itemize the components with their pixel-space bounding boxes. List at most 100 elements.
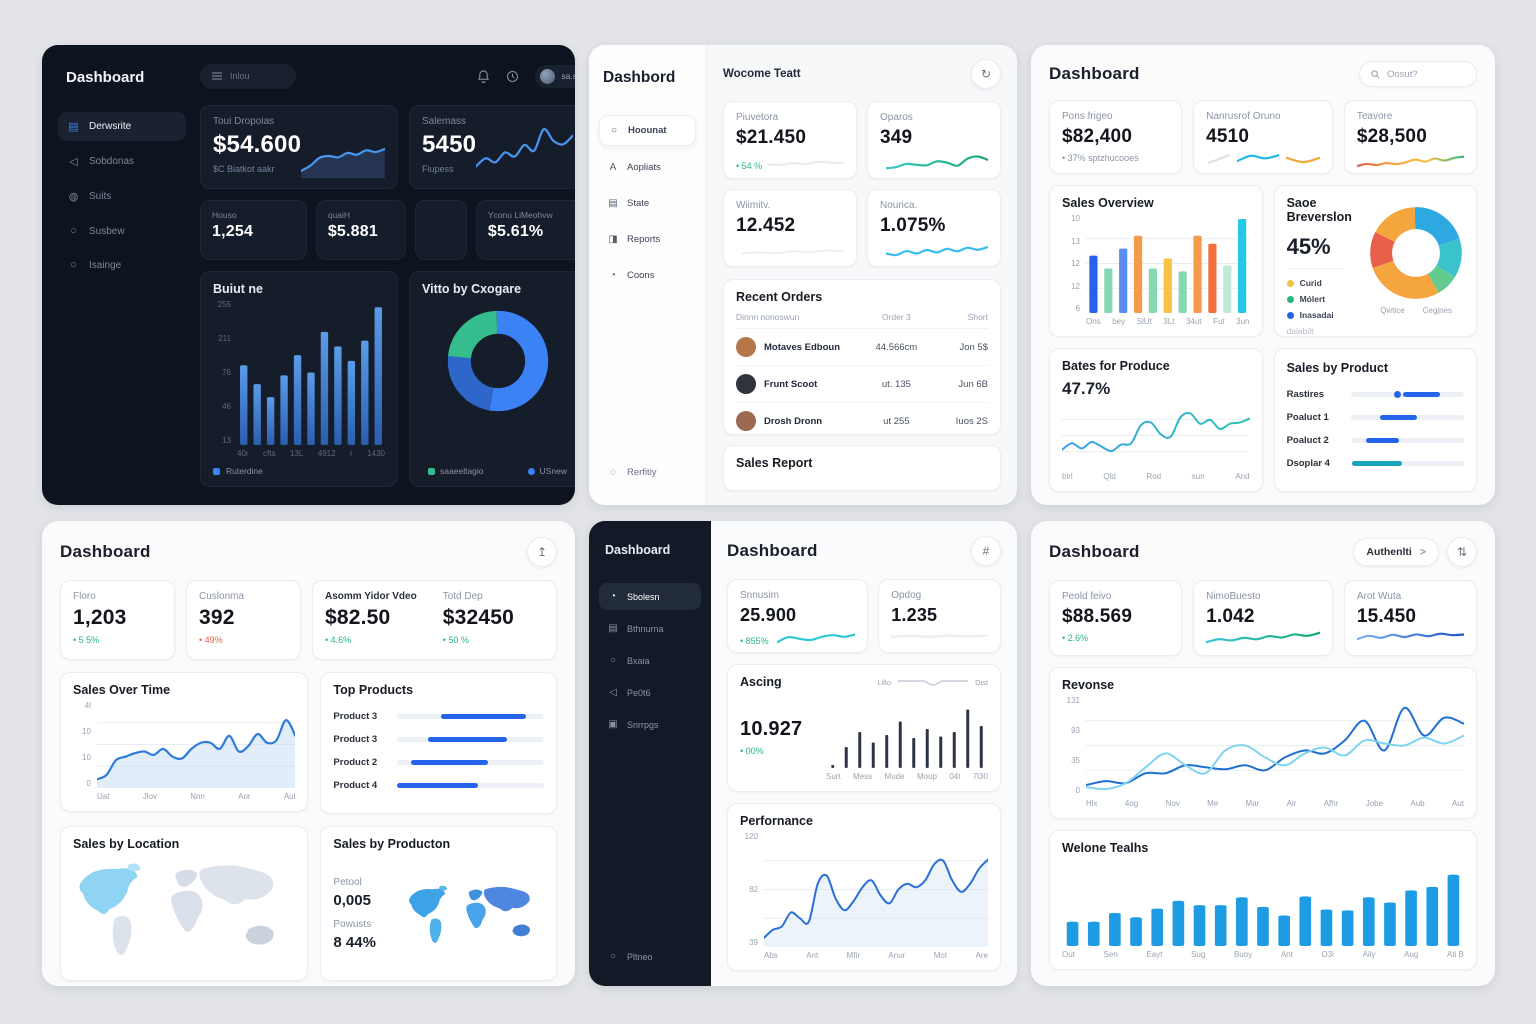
sales-by-producton-card: Sales by Producton Petool 0,005 Powusts … (320, 826, 557, 982)
stat-card: Nourica. 1.075% (867, 189, 1001, 267)
recent-orders-card: Recent Orders Dinnn nonoswun Order 3 Sho… (723, 279, 1001, 435)
sidebar-item[interactable]: ◔ Sbolesn (599, 583, 701, 610)
stat-card: Pons frigeo $82,400 • 37% sptzhucooes (1049, 100, 1183, 174)
sales-over-time-card: Sales Over Time 4l 10 10 0 Uat Jlov Nnn Aor Aul (60, 672, 309, 812)
table-row[interactable]: Motaves Edboun 44.566cm Jon 5$ (736, 328, 988, 365)
bell-icon[interactable] (477, 69, 490, 83)
sidebar-item-label: Isainge (89, 259, 122, 271)
sidebar-item-label: Susbew (89, 225, 125, 237)
info-icon: ◌ (610, 467, 616, 478)
percent-value: 45% (1286, 234, 1344, 269)
sidebar-item-label: Suits (89, 191, 112, 202)
circle-icon: ○ (609, 655, 617, 666)
sparkline-chart (777, 626, 856, 646)
sidebar-nav: ▤ Derwsrite ◁ Sobdonas ◍ Suits ○ Susbew … (58, 112, 186, 279)
delta-badge: • 855% (740, 636, 769, 646)
hbar-chart: Product 3 Product 3 Product 2 Product 4 (333, 711, 544, 791)
sales-by-location-card: Sales by Location (60, 826, 309, 982)
stat-card-blank (415, 200, 467, 260)
sidebar: Dashboard ◔ Sbolesn ▤ Bthnurna ○ Bxaia ◁… (589, 521, 711, 986)
line-chart: blrl Qld Rod sun And (1062, 403, 1250, 481)
panel-maps-dashboard: Dashboard ↥ Floro 1,203 • 5 5% Cuslonma … (42, 521, 575, 986)
delta-badge: • 4.6% (325, 635, 352, 645)
world-map (405, 865, 544, 970)
sidebar-item[interactable]: ◨ Reports (608, 234, 661, 245)
legend-swatch (1286, 295, 1294, 303)
search-icon (1371, 69, 1380, 78)
main-content: Dashboard # Snnusim 25.900 • 855% Opdog … (711, 521, 1017, 986)
sidebar: Dashboard ▤ Derwsrite ◁ Sobdonas ◍ Suits… (58, 61, 186, 487)
letter-icon: A (609, 162, 617, 173)
stat-card: Oparos 349 (867, 101, 1001, 179)
sidebar-item[interactable]: ◔ Coons (599, 261, 696, 290)
stat-card: Cuslonma 392 • 49% (186, 580, 301, 660)
sparkline-chart (1206, 628, 1320, 645)
user-chip[interactable]: sa.s (535, 64, 575, 88)
range-slider[interactable]: Lilto Dist (877, 677, 988, 687)
hamburger-icon (212, 72, 222, 80)
sidebar-item[interactable]: ○ Isainge (58, 251, 186, 279)
search-input[interactable]: Oosut? (1359, 61, 1477, 87)
box-icon: ▣ (608, 719, 618, 730)
stat-card: NimoBuesto 1.042 (1193, 580, 1333, 656)
sidebar-item[interactable]: ○ Bxaia (599, 647, 701, 674)
sales-overview-card: Sales Overview 10 13 12 12 6 Ons bey SlUt 3Lt 34u… (1049, 185, 1263, 337)
sidebar-item[interactable]: ▤ Derwsrite (58, 112, 186, 141)
sidebar-item[interactable]: ○ Susbew (58, 217, 186, 245)
table-header: Dinnn nonoswun Order 3 Short (736, 312, 988, 322)
bar-chart: Surt Mess Mude Moup 04t 7l30 (826, 693, 988, 781)
sparkline-chart (1208, 152, 1230, 166)
stat-card-double: Asomm Yidor Vdeo $82.50 • 4.6% Totd Dep … (312, 580, 557, 660)
sort-button[interactable]: ⇅ (1447, 537, 1477, 567)
chart-legend: Curid Mólert Inasadai daiabilt (1286, 278, 1334, 336)
table-row[interactable]: Drosh Dronn ut 255 Iuos 2S (736, 402, 988, 439)
chart-legend: Ruterdine (213, 466, 385, 476)
table-row[interactable]: Frunt Scoot ut. 135 Jun 6B (736, 365, 988, 402)
clock-icon[interactable] (506, 70, 519, 83)
delta-badge: • 00% (740, 746, 764, 756)
sidebar-item[interactable]: A Aopliats (599, 153, 696, 182)
export-button[interactable]: ↥ (527, 537, 557, 567)
sidebar-item[interactable]: ▤ State (608, 198, 650, 209)
sidebar-item-bottom[interactable]: ◌ Rerfitiy (599, 458, 696, 487)
legend-swatch (1286, 279, 1294, 287)
sidebar-item[interactable]: ○ Hoounat (599, 115, 696, 146)
sidebar-item[interactable]: ◍ Suits (58, 182, 186, 211)
circle-icon: ○ (609, 951, 617, 962)
sales-prevention-card: Saoe Breverslon 45% Curid Mólert Inasada… (1273, 185, 1477, 337)
sparkline-chart (1286, 152, 1320, 166)
sidebar-item[interactable]: ◁ Pe0t6 (599, 679, 701, 706)
avatar (540, 68, 556, 84)
clock-icon: ◔ (609, 591, 617, 602)
avatar (736, 374, 756, 394)
donut-labels: Qwtice Cegjnes (1380, 306, 1452, 315)
sparkline-chart (768, 149, 844, 171)
send-icon: ◁ (609, 687, 617, 698)
sidebar-item-bottom[interactable]: ○ Pltneo (599, 943, 701, 970)
refresh-icon: ↻ (980, 67, 992, 81)
grid-button[interactable]: # (971, 536, 1001, 566)
hbar-chart: Rastires Poaluct 1 Poaluct 2 Dsoplar 4 (1287, 389, 1464, 469)
sidebar-item-label: Sobdonas (89, 156, 135, 167)
disc-icon: ◍ (68, 191, 79, 203)
sidebar-item[interactable]: ▣ Snrrpgs (608, 719, 659, 730)
report-icon: ◨ (608, 234, 618, 245)
welone-tealhs-card: Welone Tealhs Out Sen Eayt Sug Buoy Ant O3i Ail… (1049, 830, 1477, 970)
app-title: Dashboard (66, 69, 145, 86)
search-input[interactable]: Inlou (200, 63, 296, 89)
auth-button[interactable]: Authenlti > (1353, 538, 1439, 566)
topbar: Inlou sa.s (200, 61, 575, 91)
page-title: Dashboard (727, 541, 818, 560)
panel-revenue-dashboard: Dashboard Authenlti > ⇅ Peold feivo $88.… (1031, 521, 1495, 986)
sparkline-chart (1237, 150, 1279, 166)
sidebar-item[interactable]: ◁ Sobdonas (58, 147, 186, 176)
sidebar-item-label: Derwsrite (89, 121, 132, 132)
sidebar-item[interactable]: ▤ Bthnurna (608, 623, 664, 634)
refresh-button[interactable]: ↻ (971, 59, 1001, 89)
stat-card-mini: quaiH $5.881 (315, 200, 407, 260)
sparkline-chart (301, 134, 385, 178)
page-title: Dashboard (60, 542, 151, 561)
page-title: Dashboard (1049, 64, 1140, 83)
sparkline-chart (886, 237, 988, 259)
